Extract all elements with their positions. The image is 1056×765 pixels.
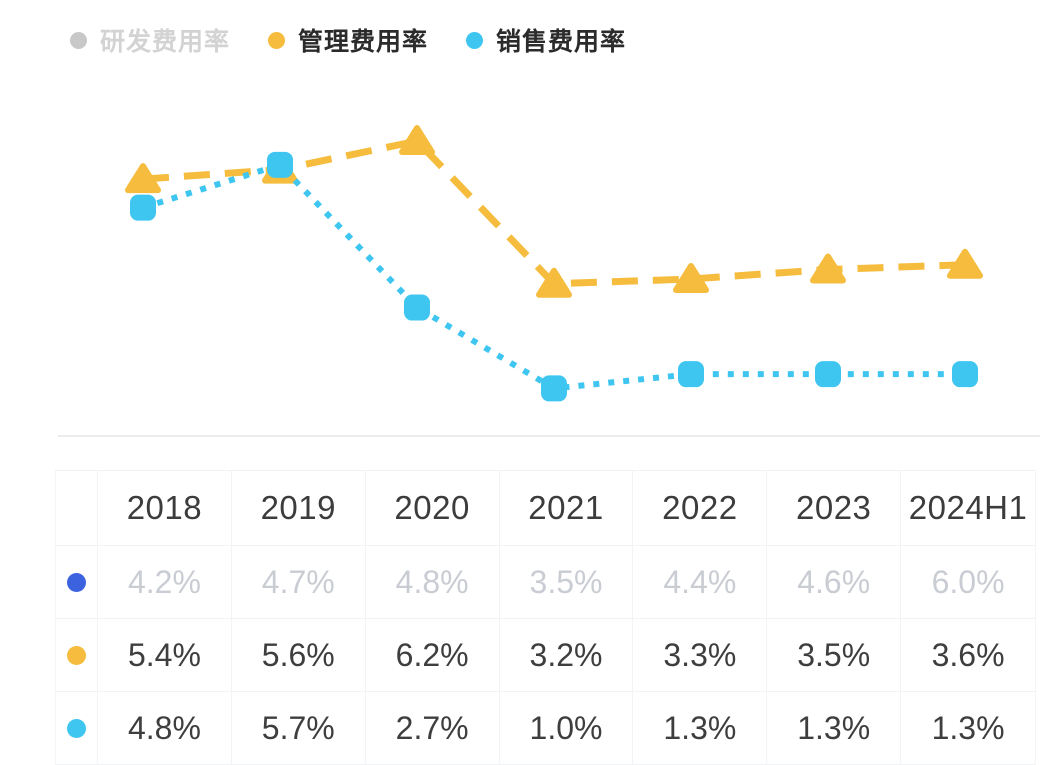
table-header-row: 2018 2019 2020 2021 2022 2023 2024H1 — [56, 471, 1035, 546]
mgmt-2023: 3.5% — [767, 619, 902, 691]
rd-row-dot-icon — [67, 572, 86, 592]
legend-item-sales-expense[interactable]: 销售费用率 — [466, 22, 626, 58]
rd-2020: 4.8% — [366, 546, 500, 618]
sales-series-dot-icon — [466, 31, 484, 49]
col-header-2020: 2020 — [366, 471, 500, 545]
row-dot-cell — [56, 546, 98, 618]
legend-label-rd: 研发费用率 — [100, 28, 231, 56]
expense-ratio-table: 2018 2019 2020 2021 2022 2023 2024H1 4.2… — [55, 470, 1036, 765]
table-corner-cell — [56, 471, 98, 545]
sales-2021: 1.0% — [500, 692, 634, 764]
legend-label-sales: 销售费用率 — [496, 28, 627, 56]
col-header-2023: 2023 — [767, 471, 902, 545]
rd-2019: 4.7% — [232, 546, 366, 618]
mgmt-row-dot-icon — [67, 645, 86, 665]
rd-2021: 3.5% — [500, 546, 634, 618]
expense-ratio-line-chart — [58, 125, 1040, 437]
sales-2020: 2.7% — [366, 692, 500, 764]
rd-2024h1: 6.0% — [931, 563, 1005, 600]
sales-2022: 1.3% — [633, 692, 768, 764]
rd-2022: 4.4% — [633, 546, 768, 618]
col-header-2018: 2018 — [98, 471, 232, 545]
legend-item-rd-expense[interactable]: 研发费用率 — [70, 22, 230, 58]
mgmt-2018: 5.4% — [98, 619, 232, 691]
table-row-mgmt-expense: 5.4% 5.6% 6.2% 3.2% 3.3% 3.5% 3.6% — [56, 619, 1035, 692]
col-header-2022: 2022 — [633, 471, 768, 545]
legend-label-mgmt: 管理费用率 — [298, 28, 429, 56]
mgmt-2019: 5.6% — [232, 619, 366, 691]
mgmt-2021: 3.2% — [500, 619, 634, 691]
rd-2018: 4.2% — [98, 546, 232, 618]
sales-2024h1: 1.3% — [931, 709, 1005, 746]
mgmt-2024h1: 3.6% — [931, 636, 1005, 673]
chart-canvas — [58, 125, 1040, 437]
legend-item-mgmt-expense[interactable]: 管理费用率 — [268, 22, 428, 58]
col-header-2019: 2019 — [232, 471, 366, 545]
mgmt-series-dot-icon — [268, 31, 286, 49]
sales-row-dot-icon — [67, 718, 86, 738]
table-row-sales-expense: 4.8% 5.7% 2.7% 1.0% 1.3% 1.3% 1.3% — [56, 692, 1035, 765]
mgmt-2022: 3.3% — [633, 619, 768, 691]
chart-legend: 研发费用率 管理费用率 销售费用率 — [70, 22, 626, 58]
sales-2018: 4.8% — [98, 692, 232, 764]
table-row-rd-expense: 4.2% 4.7% 4.8% 3.5% 4.4% 4.6% 6.0% — [56, 546, 1035, 619]
rd-2023: 4.6% — [767, 546, 902, 618]
col-header-2021: 2021 — [500, 471, 634, 545]
rd-series-dot-icon — [70, 31, 87, 49]
col-header-2024h1: 2024H1 — [908, 489, 1028, 526]
mgmt-2020: 6.2% — [366, 619, 500, 691]
sales-2019: 5.7% — [232, 692, 366, 764]
row-dot-cell — [56, 619, 98, 691]
row-dot-cell — [56, 692, 98, 764]
sales-2023: 1.3% — [767, 692, 902, 764]
